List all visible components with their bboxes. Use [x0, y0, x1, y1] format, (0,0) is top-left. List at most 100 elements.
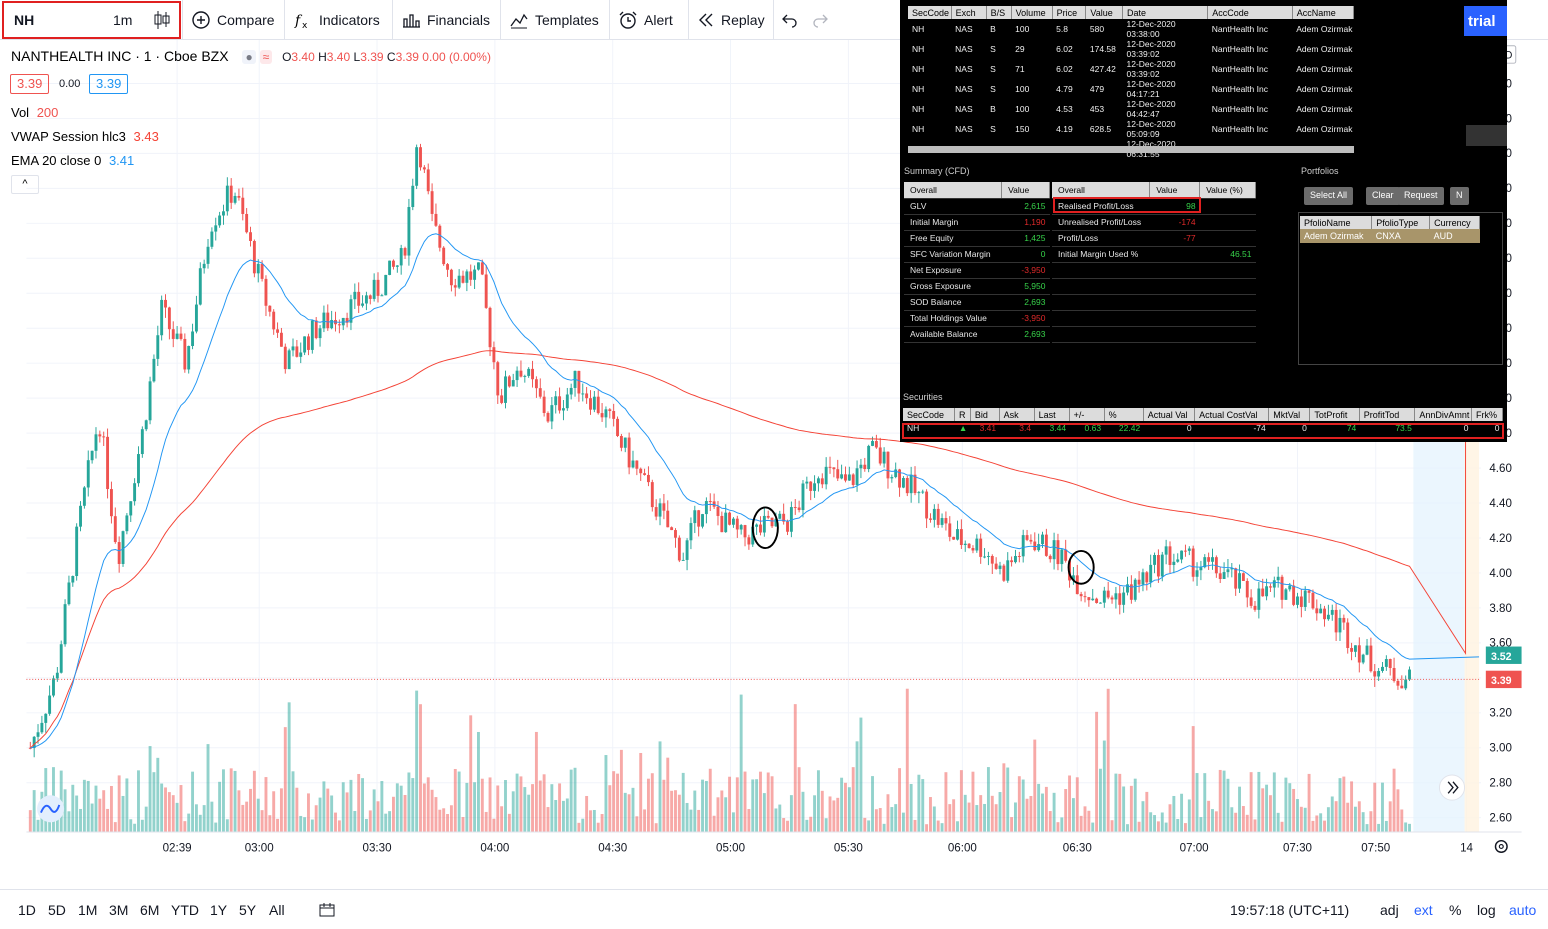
volume-bar — [1334, 801, 1338, 832]
redo-icon[interactable] — [812, 12, 828, 28]
bid-price-box[interactable]: 3.39 — [10, 74, 50, 94]
ext-toggle[interactable]: ext — [1414, 902, 1433, 918]
range-ytd[interactable]: YTD — [171, 902, 199, 918]
column-header[interactable]: B/S — [986, 6, 1012, 19]
column-header[interactable]: MktVal — [1268, 408, 1311, 421]
column-header[interactable]: Price — [1052, 6, 1087, 19]
portfolio-action-button[interactable]: N — [1450, 187, 1469, 205]
column-header[interactable]: AccName — [1292, 6, 1355, 19]
column-header[interactable]: TotProfit — [1309, 408, 1360, 421]
range-1m[interactable]: 1M — [78, 902, 98, 918]
volume-bar — [1377, 823, 1381, 832]
column-header[interactable]: Bid — [970, 408, 1000, 421]
candle — [840, 464, 844, 480]
column-header[interactable]: SecCode — [908, 6, 952, 19]
column-header[interactable]: Value — [1085, 6, 1123, 19]
trade-row[interactable]: NH NAS S 71 6.02 427.42 12-Dec-2020 03:39:02 Na… — [912, 59, 1353, 79]
portfolio-row[interactable]: Adem Ozirmak CNXA AUD — [1300, 229, 1480, 243]
candle — [735, 515, 739, 538]
column-header[interactable]: Overall — [1052, 182, 1151, 199]
volume-bar — [1346, 802, 1350, 832]
trade-row[interactable]: NH NAS S 100 4.79 479 12-Dec-2020 04:17:21 Nant… — [912, 79, 1353, 99]
templates-button[interactable]: Templates — [500, 0, 607, 40]
candle — [1315, 599, 1319, 621]
range-all[interactable]: All — [269, 902, 285, 918]
column-header[interactable]: AccCode — [1207, 6, 1293, 19]
volume-bar — [1064, 789, 1068, 832]
symbol-search[interactable]: NH — [14, 12, 35, 28]
percent-toggle[interactable]: % — [1449, 902, 1462, 918]
column-header[interactable]: % — [1104, 408, 1144, 421]
ask-price-box[interactable]: 3.39 — [89, 74, 129, 94]
range-3m[interactable]: 3M — [109, 902, 129, 918]
candle — [86, 450, 90, 497]
column-header[interactable]: PfolioName — [1300, 216, 1373, 229]
trades-scrollbar[interactable] — [908, 146, 1354, 153]
candles-icon[interactable] — [153, 10, 171, 30]
undo-icon[interactable] — [782, 12, 798, 28]
range-6m[interactable]: 6M — [140, 902, 160, 918]
trade-row[interactable]: NH NAS B 100 5.8 580 12-Dec-2020 03:38:00 NantH… — [912, 19, 1353, 39]
volume-bar — [674, 790, 677, 832]
column-header[interactable]: Currency — [1429, 216, 1480, 229]
candle — [1195, 562, 1199, 586]
column-header[interactable]: Actual CostVal — [1194, 408, 1270, 421]
interval-selector[interactable]: 1m — [113, 12, 133, 28]
replay-button[interactable]: Replay — [688, 0, 773, 40]
collapse-legend-button[interactable]: ^ — [11, 175, 39, 194]
column-header[interactable]: Frk% — [1471, 408, 1503, 421]
candle — [616, 416, 619, 438]
volume-bar — [874, 809, 878, 832]
volume-bar — [1187, 799, 1191, 832]
candle — [314, 317, 318, 340]
log-toggle[interactable]: log — [1477, 902, 1496, 918]
portfolio-action-button[interactable]: Clear — [1366, 187, 1400, 205]
visibility-toggle[interactable]: ● — [242, 50, 256, 64]
alert-button[interactable]: Alert — [609, 0, 681, 40]
range-5y[interactable]: 5Y — [239, 902, 257, 918]
candle — [1079, 591, 1083, 602]
scroll-right-button[interactable] — [1438, 774, 1466, 801]
volume-bar — [654, 823, 658, 832]
column-header[interactable]: Value — [1149, 182, 1201, 199]
volume-bar — [905, 688, 909, 832]
range-1d[interactable]: 1D — [18, 902, 36, 918]
volume-bar — [500, 806, 504, 832]
price-chart[interactable]: 6.806.606.406.206.005.805.605.405.205.00… — [0, 40, 1548, 860]
compare-button[interactable]: Compare — [182, 0, 283, 40]
column-header[interactable]: Date — [1122, 6, 1209, 19]
security-row[interactable]: NH ▲ 3.41 3.4 3.44 0.63 22.42 0 -74 0 74 73.5 0 0 — [907, 423, 1500, 433]
range-5d[interactable]: 5D — [48, 902, 66, 918]
volume-bar — [1303, 807, 1307, 832]
column-header[interactable]: Overall — [904, 182, 1003, 199]
column-header[interactable]: R — [954, 408, 971, 421]
column-header[interactable]: Value — [1001, 182, 1050, 199]
column-header[interactable]: SecCode — [903, 408, 955, 421]
financials-button[interactable]: Financials — [392, 0, 498, 40]
trade-row[interactable]: NH NAS B 100 4.53 453 12-Dec-2020 04:42:47 Nant… — [912, 99, 1353, 119]
column-header[interactable]: Value (%) — [1199, 182, 1256, 199]
range-1y[interactable]: 1Y — [210, 902, 228, 918]
trade-row[interactable]: NH NAS S 29 6.02 174.58 12-Dec-2020 03:39:02 Na… — [912, 39, 1353, 59]
candle — [419, 143, 422, 171]
portfolio-action-button[interactable]: Select All — [1304, 187, 1354, 205]
column-header[interactable]: Ask — [999, 408, 1035, 421]
column-header[interactable]: PfolioType — [1371, 216, 1431, 229]
volume-bar — [681, 772, 685, 832]
time-tick-label: 03:00 — [245, 842, 274, 854]
portfolio-action-button[interactable]: Request — [1398, 187, 1444, 205]
settings-gear-icon[interactable] — [1494, 839, 1508, 853]
column-header[interactable]: +/- — [1069, 408, 1105, 421]
column-header[interactable]: Exch — [951, 6, 987, 19]
trade-row[interactable]: NH NAS S 150 4.19 628.5 12-Dec-2020 05:09:09 Na… — [912, 119, 1353, 139]
column-header[interactable]: Last — [1034, 408, 1070, 421]
adj-toggle[interactable]: adj — [1380, 902, 1399, 918]
column-header[interactable]: ProfitTod — [1359, 408, 1416, 421]
column-header[interactable]: Volume — [1011, 6, 1053, 19]
auto-toggle[interactable]: auto — [1509, 902, 1537, 918]
wave-icon[interactable]: ≈ — [259, 50, 273, 64]
date-range-icon[interactable] — [318, 901, 336, 919]
column-header[interactable]: Actual Val — [1143, 408, 1196, 421]
column-header[interactable]: AnnDivAmnt — [1414, 408, 1472, 421]
